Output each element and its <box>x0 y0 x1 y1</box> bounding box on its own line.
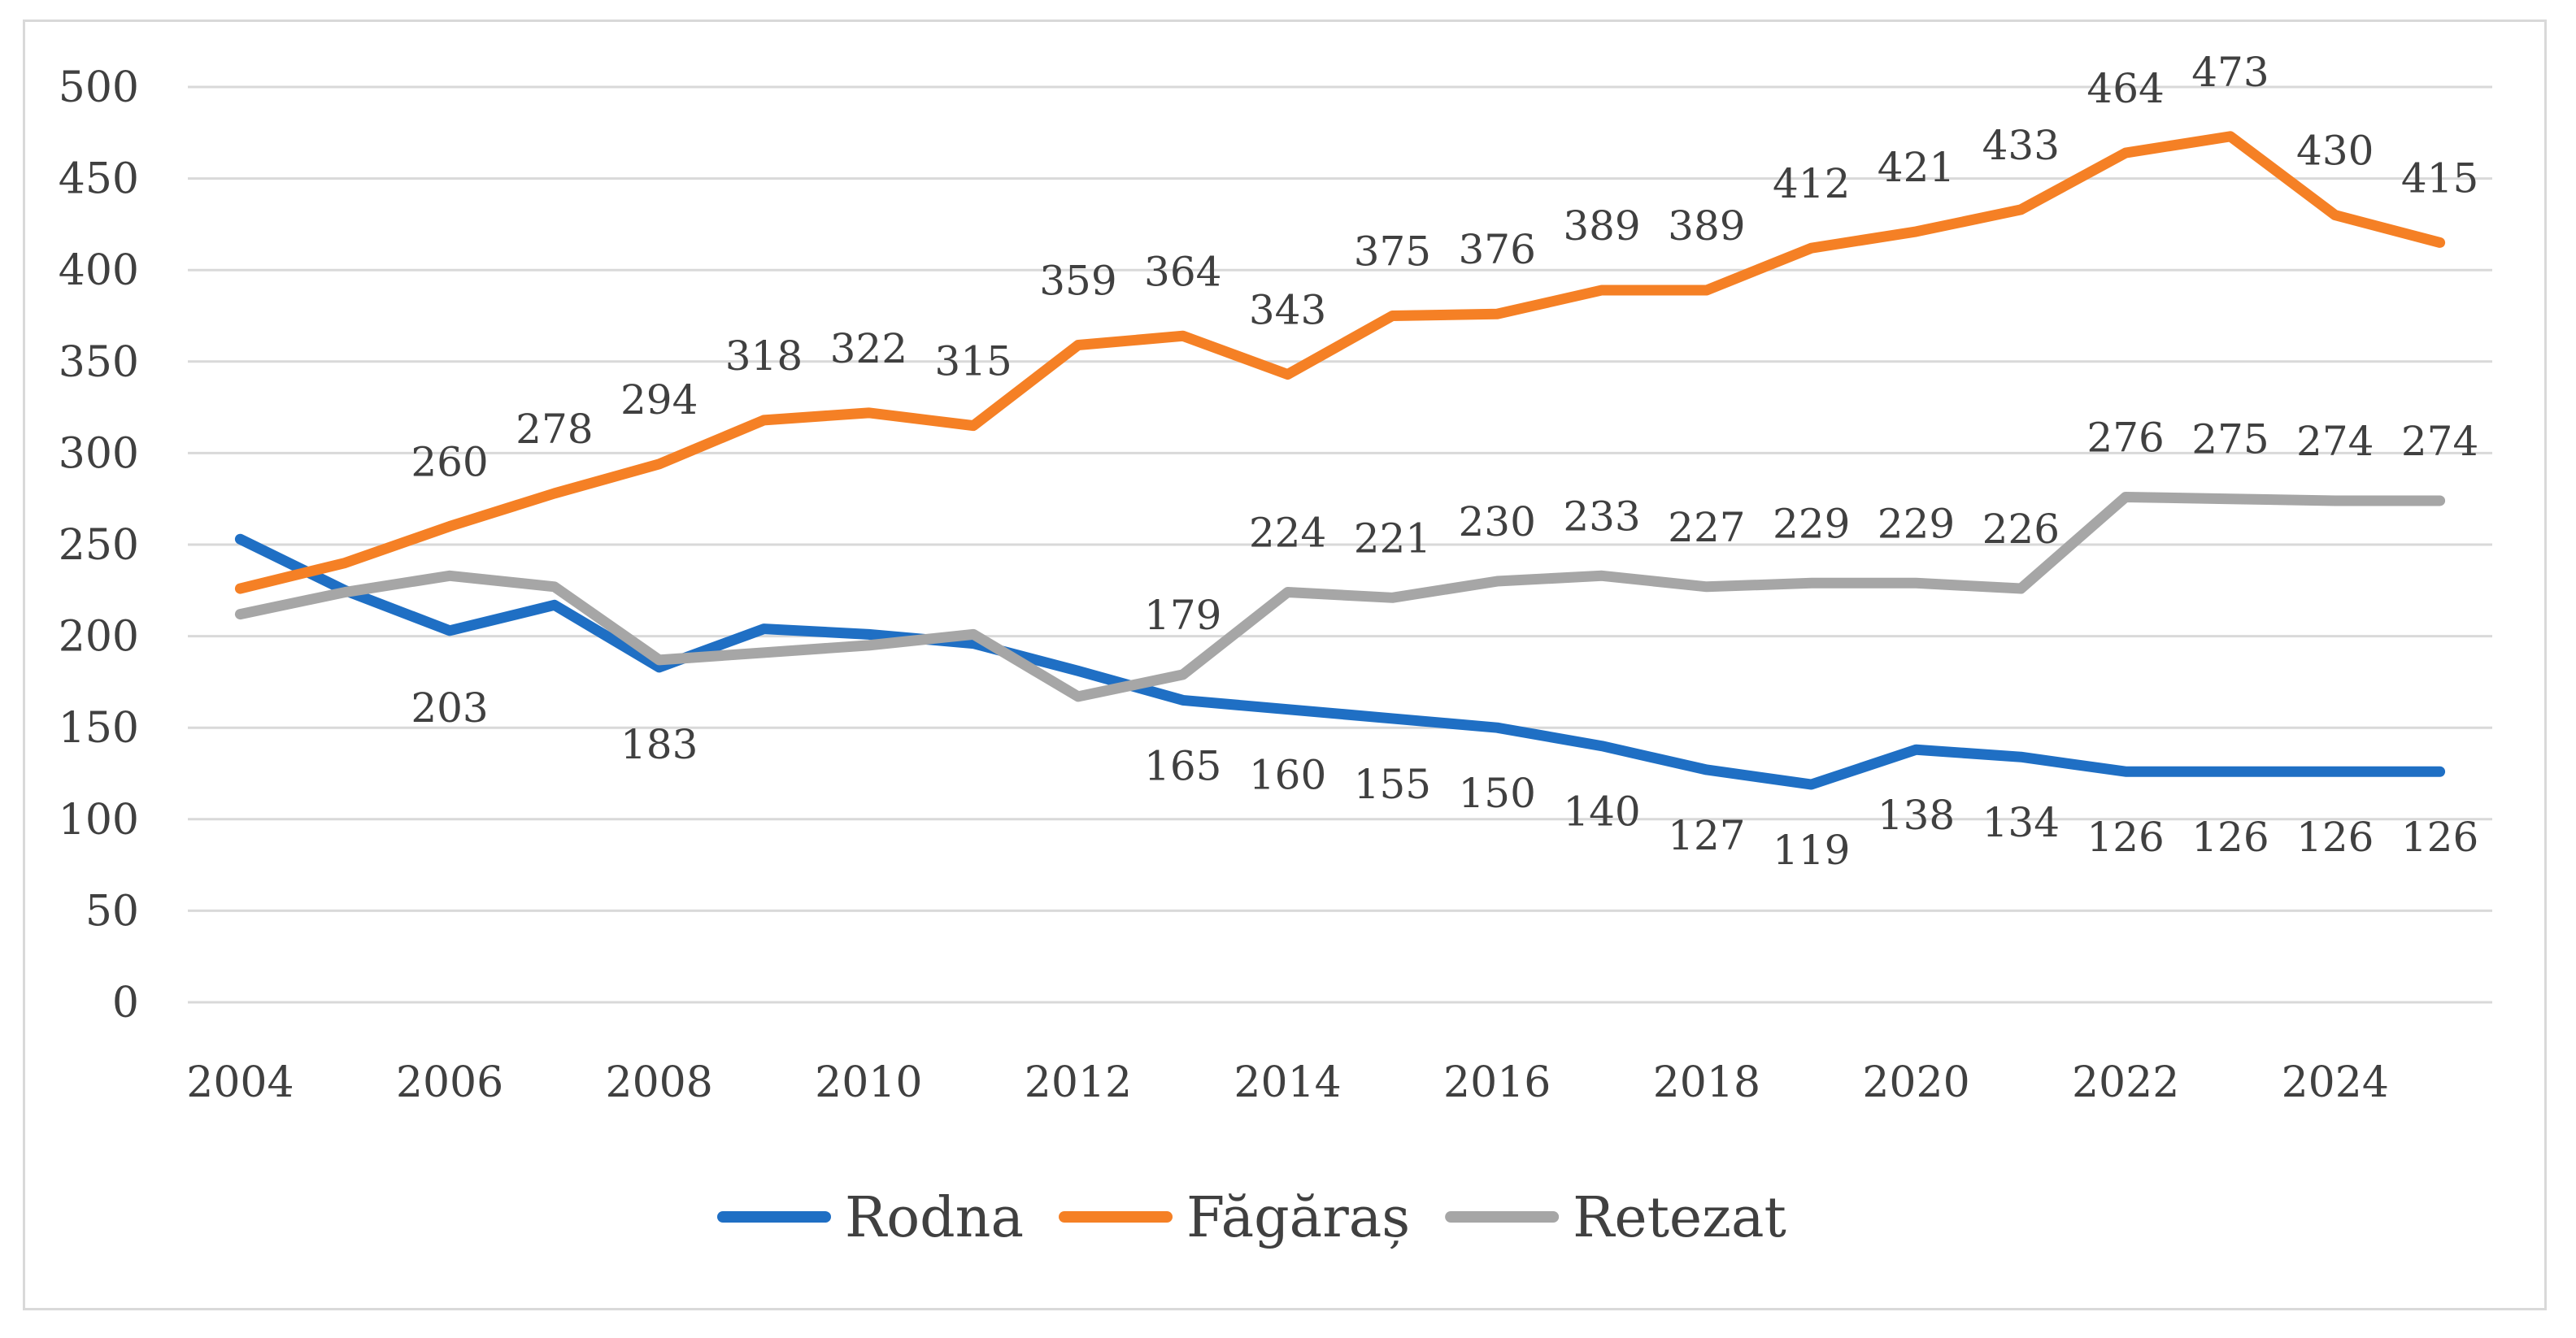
legend-label: Rodna <box>845 1186 1024 1250</box>
x-tick-label: 2004 <box>186 1058 294 1107</box>
legend-label: Retezat <box>1573 1186 1786 1250</box>
data-label: 229 <box>1773 500 1850 547</box>
x-tick-label: 2006 <box>396 1058 503 1107</box>
y-tick-label: 0 <box>112 979 139 1027</box>
data-label: 227 <box>1668 504 1745 551</box>
data-label: 464 <box>2086 65 2164 112</box>
data-label: 375 <box>1354 228 1431 276</box>
data-label: 315 <box>934 338 1012 385</box>
data-label: 134 <box>1982 799 2060 846</box>
data-label: 229 <box>1878 500 1955 547</box>
data-label: 278 <box>516 406 593 453</box>
y-tick-label: 400 <box>59 246 139 295</box>
data-label: 160 <box>1249 752 1326 799</box>
data-label: 359 <box>1039 258 1116 305</box>
data-label: 224 <box>1249 510 1326 557</box>
x-tick-label: 2020 <box>1862 1058 1969 1107</box>
data-label: 126 <box>2086 814 2164 861</box>
data-label: 430 <box>2296 128 2374 175</box>
y-tick-label: 200 <box>59 613 139 662</box>
data-label: 274 <box>2401 418 2478 465</box>
y-tick-label: 250 <box>59 521 139 570</box>
y-tick-label: 300 <box>59 429 139 478</box>
data-label: 275 <box>2191 416 2269 463</box>
x-tick-label: 2024 <box>2282 1058 2389 1107</box>
data-label: 126 <box>2401 814 2478 861</box>
data-label: 226 <box>1982 506 2060 553</box>
y-tick-label: 450 <box>59 155 139 204</box>
x-tick-label: 2022 <box>2072 1058 2179 1107</box>
data-label: 155 <box>1354 761 1431 808</box>
data-label: 233 <box>1563 493 1640 540</box>
y-axis-ticks: 0 50 100 150 200 250 300 350 400 450 500 <box>59 63 139 1027</box>
legend-label: Făgăraș <box>1186 1186 1410 1250</box>
x-tick-label: 2016 <box>1443 1058 1551 1107</box>
data-label: 389 <box>1668 202 1745 250</box>
data-label: 473 <box>2191 49 2269 96</box>
data-label: 150 <box>1459 770 1536 817</box>
x-tick-label: 2010 <box>815 1058 922 1107</box>
data-label: 183 <box>620 721 698 768</box>
gridlines <box>188 85 2492 1004</box>
data-label: 179 <box>1144 592 1221 639</box>
data-label: 318 <box>725 332 803 380</box>
data-label: 294 <box>620 376 698 424</box>
data-label: 389 <box>1563 202 1640 250</box>
data-label: 276 <box>2086 414 2164 461</box>
x-tick-label: 2014 <box>1234 1058 1341 1107</box>
y-tick-label: 500 <box>59 63 139 112</box>
series-line-retezat <box>234 491 2446 702</box>
data-label: 343 <box>1249 287 1326 334</box>
data-label: 433 <box>1982 122 2060 169</box>
data-label: 203 <box>411 684 488 732</box>
chart-frame: 0 50 100 150 200 250 300 350 400 450 500 2004 2006 2… <box>23 20 2547 1310</box>
data-label: 260 <box>411 438 488 485</box>
x-tick-label: 2012 <box>1025 1058 1132 1107</box>
data-label: 221 <box>1354 515 1431 562</box>
x-tick-label: 2018 <box>1653 1058 1760 1107</box>
y-tick-label: 350 <box>59 338 139 387</box>
data-label: 364 <box>1144 248 1221 295</box>
data-label: 376 <box>1459 226 1536 273</box>
x-axis-ticks: 2004 2006 2008 2010 2012 2014 2016 2018 2020 2022… <box>186 1058 2389 1107</box>
series-line-fgra <box>234 131 2446 594</box>
data-label: 274 <box>2296 418 2374 465</box>
data-label: 412 <box>1773 160 1850 207</box>
data-label: 421 <box>1878 144 1955 191</box>
x-tick-label: 2008 <box>606 1058 713 1107</box>
data-label: 415 <box>2401 154 2478 202</box>
y-tick-label: 100 <box>59 796 139 845</box>
data-label: 126 <box>2296 814 2374 861</box>
data-label: 322 <box>830 325 907 372</box>
series-line-rodna <box>234 533 2446 790</box>
data-label: 165 <box>1144 742 1221 789</box>
y-tick-label: 150 <box>59 704 139 753</box>
y-tick-label: 50 <box>85 887 139 936</box>
data-label: 126 <box>2191 814 2269 861</box>
data-label: 230 <box>1459 498 1536 545</box>
data-label: 138 <box>1878 792 1955 839</box>
data-label: 127 <box>1668 812 1745 859</box>
data-label: 119 <box>1773 827 1850 874</box>
series-lines <box>234 131 2446 790</box>
data-label: 140 <box>1563 788 1640 836</box>
legend: Rodna Făgăraș Retezat <box>717 1186 1786 1250</box>
data-labels: 203 183 165 160 155 150 140 127 119 138 134 126 126 1… <box>411 49 2478 874</box>
